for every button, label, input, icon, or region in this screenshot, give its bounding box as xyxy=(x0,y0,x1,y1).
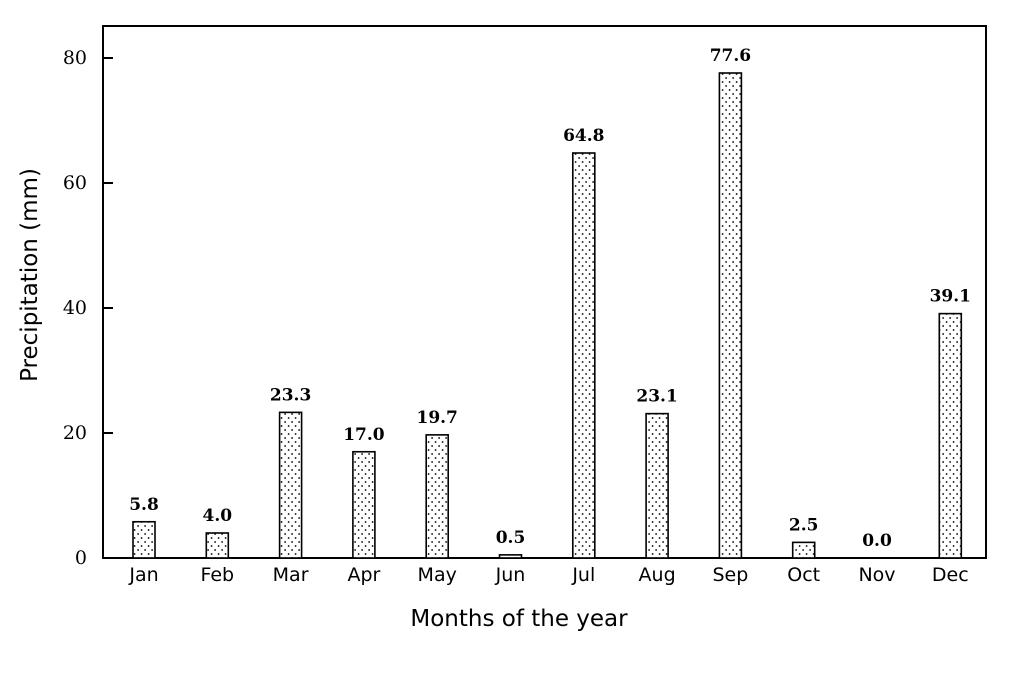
x-tick-label-mar: Mar xyxy=(273,564,309,586)
x-tick-label-nov: Nov xyxy=(858,564,895,586)
y-tick-label: 80 xyxy=(63,47,87,69)
y-axis-ticks: 0 20 40 60 80 xyxy=(63,47,113,569)
data-label-sep: 77.6 xyxy=(710,46,751,66)
x-tick-label-jul: Jul xyxy=(571,564,595,586)
x-tick-label-jan: Jan xyxy=(128,564,158,586)
y-tick-label: 0 xyxy=(75,547,87,569)
bar-mar xyxy=(278,411,303,559)
x-axis-title: Months of the year xyxy=(410,606,628,632)
y-tick-label: 20 xyxy=(63,422,87,444)
bar-may xyxy=(425,434,450,559)
x-tick-label-dec: Dec xyxy=(932,564,969,586)
x-tick-label-jun: Jun xyxy=(495,564,526,586)
data-label-jul: 64.8 xyxy=(563,126,604,146)
data-label-jun: 0.5 xyxy=(496,528,526,548)
bars: 5.8 4.0 23.3 17.0 19.7 0.5 64.8 23.1 77.6 2.5 0.0 3… xyxy=(129,46,971,559)
y-axis-title: Precipitation (mm) xyxy=(17,168,43,382)
bar-oct xyxy=(791,541,816,559)
x-tick-label-oct: Oct xyxy=(787,564,820,586)
data-label-jan: 5.8 xyxy=(129,495,159,515)
x-tick-label-may: May xyxy=(418,564,457,586)
x-axis-ticks: Jan Feb Mar Apr May Jun Jul Aug Sep Oct Nov Dec xyxy=(128,564,968,586)
data-label-may: 19.7 xyxy=(416,408,457,428)
bar-jul xyxy=(571,152,596,559)
x-tick-label-aug: Aug xyxy=(639,564,676,586)
plot-frame xyxy=(102,25,987,559)
data-label-mar: 23.3 xyxy=(270,385,311,405)
bar-jun xyxy=(498,554,523,559)
bar-jan xyxy=(132,520,156,559)
data-label-apr: 17.0 xyxy=(343,425,385,445)
x-tick-label-apr: Apr xyxy=(347,564,380,586)
y-tick-label: 40 xyxy=(63,297,87,319)
bar-apr xyxy=(352,450,376,559)
data-label-feb: 4.0 xyxy=(203,506,233,526)
bar-dec xyxy=(938,312,963,559)
data-label-oct: 2.5 xyxy=(789,515,819,535)
bar-feb xyxy=(205,532,230,559)
x-tick-label-feb: Feb xyxy=(200,564,234,586)
y-tick-label: 60 xyxy=(63,172,87,194)
data-label-dec: 39.1 xyxy=(930,287,971,307)
bar-sep xyxy=(718,72,743,559)
data-label-aug: 23.1 xyxy=(636,387,677,407)
data-label-nov: 0.0 xyxy=(862,531,892,551)
x-tick-label-sep: Sep xyxy=(712,564,748,586)
bar-aug xyxy=(645,412,669,559)
